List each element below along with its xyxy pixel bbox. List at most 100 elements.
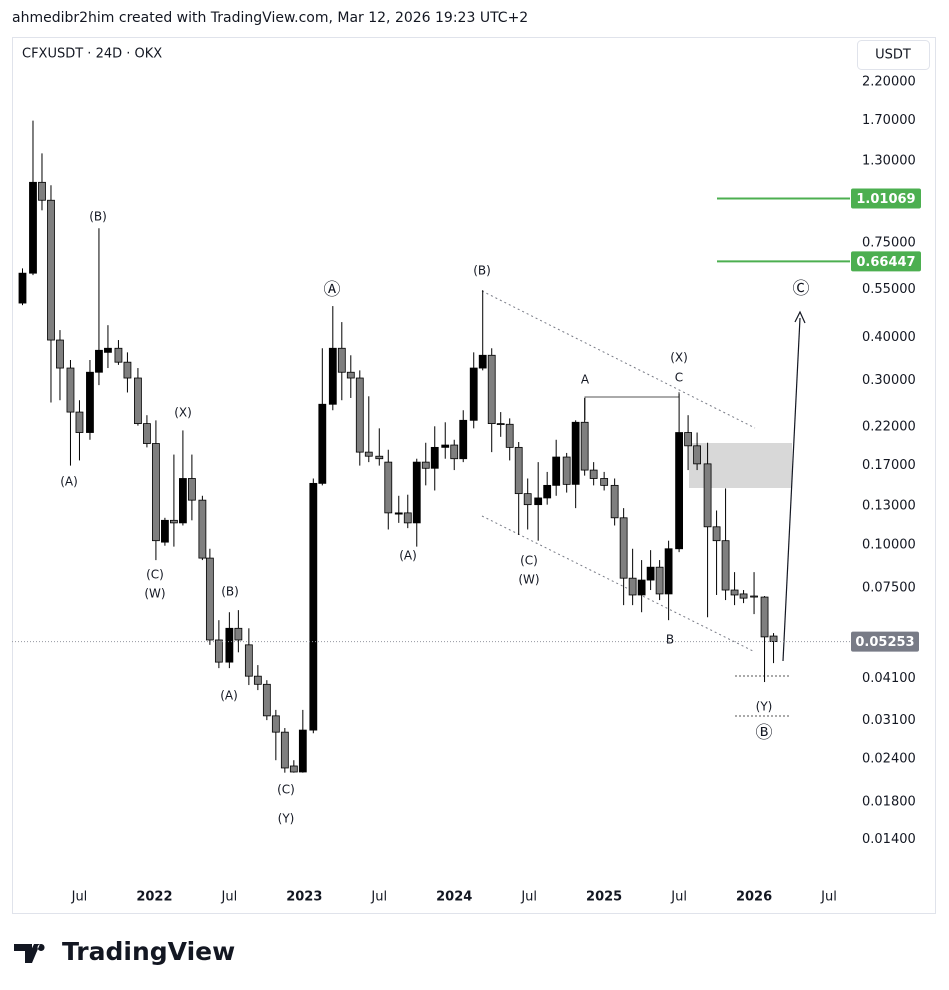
candle-body: [739, 593, 748, 599]
x-tick-label: Jul: [670, 890, 687, 905]
wave-label: Ⓒ: [793, 279, 810, 299]
candle-body: [430, 446, 439, 469]
candle-body: [712, 526, 721, 542]
candle-body: [143, 423, 151, 444]
candle-body: [86, 371, 94, 433]
candle-body: [253, 675, 262, 685]
y-tick-label: 1.70000: [862, 113, 916, 128]
y-tick-label: 0.55000: [862, 282, 916, 297]
candle-body: [114, 347, 123, 363]
candle-body: [412, 461, 421, 524]
y-tick-label: 0.40000: [862, 330, 916, 345]
candle-body: [364, 451, 373, 457]
wave-label: (C): [520, 554, 538, 568]
candle-body: [421, 461, 430, 469]
candle-body: [646, 566, 655, 581]
candle-body: [244, 644, 253, 677]
symbol: CFXUSDT · 24D · OKX: [22, 47, 162, 62]
candle-body: [580, 421, 589, 471]
candle-body: [589, 469, 598, 479]
y-tick-label: 1.30000: [862, 153, 916, 168]
wave-label: (Y): [756, 700, 773, 714]
candle-body: [637, 579, 646, 596]
wave-label: (B): [473, 264, 491, 278]
level-label: 0.66447: [856, 255, 915, 270]
candle-body: [198, 499, 207, 559]
wave-label: C: [675, 371, 683, 385]
x-tick-label: Jul: [221, 890, 238, 905]
arrow-head: [794, 310, 806, 324]
currency-box: [857, 40, 930, 70]
y-tick-label: 0.04100: [862, 671, 916, 686]
candle-body: [225, 627, 234, 663]
wave-label: (X): [670, 351, 688, 365]
plot: 2.20000 1.70000 1.30000 0.75000 0.55000 0.400…: [12, 74, 921, 905]
level-label: 1.01069: [856, 192, 915, 207]
candle-body: [152, 443, 160, 542]
candle-body: [496, 423, 505, 426]
candle-body: [675, 432, 684, 550]
candle-body: [628, 577, 637, 596]
wave-label: (C): [277, 783, 295, 797]
candle-body: [600, 478, 609, 486]
candle-body: [75, 411, 84, 433]
wave-label: Ⓑ: [756, 723, 773, 743]
last-price-label: 0.05253: [855, 635, 914, 650]
candle-body: [309, 482, 318, 731]
x-tick-label: 2023: [286, 890, 322, 905]
candle-body: [234, 627, 243, 641]
candle-body: [95, 349, 103, 373]
candle-body: [271, 715, 280, 733]
candle-body: [289, 765, 298, 773]
y-tick-label: 0.22000: [862, 419, 916, 434]
candle-body: [346, 371, 355, 379]
wave-label: B: [666, 633, 674, 647]
candle-body: [56, 339, 64, 369]
candle-body: [298, 729, 307, 773]
candle-body: [750, 595, 758, 598]
y-tick-label: 0.13000: [862, 498, 916, 513]
candle-body: [505, 423, 514, 448]
wave-label: (B): [221, 585, 239, 599]
level-box: [851, 251, 921, 272]
x-tick-label: 2024: [436, 890, 472, 905]
candle-body: [47, 199, 55, 341]
y-tick-label: 0.01800: [862, 795, 916, 810]
candle-body: [469, 367, 478, 421]
candle-body: [450, 444, 459, 460]
candle-body: [523, 493, 532, 506]
candle-body: [29, 181, 37, 274]
candle-body: [134, 377, 142, 425]
candle-body: [384, 461, 393, 514]
candle-body: [487, 354, 496, 425]
last-price-box: [851, 631, 919, 652]
candle-body: [38, 181, 46, 201]
wave-label: Ⓐ: [324, 280, 341, 300]
candle-body: [280, 731, 289, 769]
y-tick-label: 0.03100: [862, 713, 916, 728]
candle-body: [664, 548, 673, 595]
candle-body: [459, 419, 468, 460]
candle-body: [170, 519, 178, 524]
candle-body: [543, 484, 552, 499]
candle-body: [441, 444, 450, 448]
candle-body: [703, 463, 712, 528]
candle-body: [760, 596, 769, 638]
candle-body: [730, 589, 739, 596]
y-tick-label: 0.30000: [862, 373, 916, 388]
candle-body: [403, 512, 412, 524]
candle-body: [328, 347, 337, 405]
candle-body: [721, 540, 730, 591]
x-tick-label: Jul: [820, 890, 837, 905]
candle-body: [769, 635, 778, 642]
candle-body: [318, 403, 327, 484]
wave-label: (Y): [278, 812, 295, 826]
projection-arrow: [782, 317, 801, 662]
trend-line: [481, 515, 756, 653]
logo: TradingView: [14, 937, 235, 966]
candle-body: [375, 455, 384, 460]
x-tick-label: Jul: [370, 890, 387, 905]
candle-body: [187, 478, 196, 501]
candle-body: [571, 421, 580, 485]
